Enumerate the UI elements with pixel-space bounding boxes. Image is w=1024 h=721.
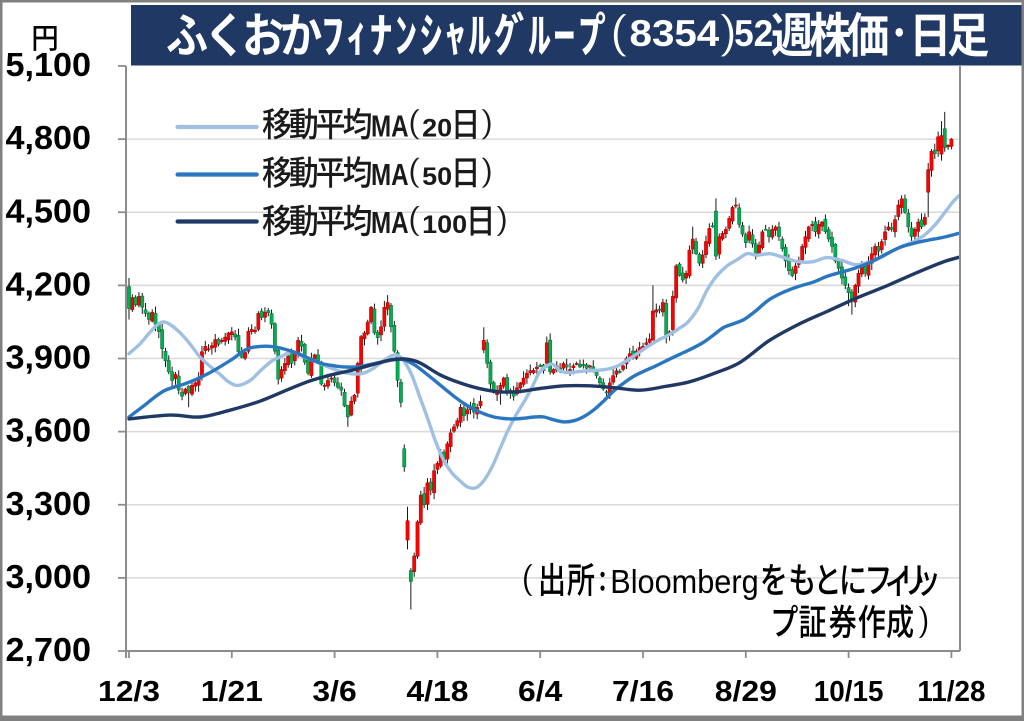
svg-text:5,100: 5,100 — [6, 46, 92, 83]
svg-text:12/3: 12/3 — [98, 676, 160, 708]
svg-text:2,700: 2,700 — [6, 631, 92, 668]
svg-text:20: 20 — [422, 115, 452, 143]
svg-text:3,600: 3,600 — [6, 412, 92, 449]
svg-text:3,300: 3,300 — [6, 485, 92, 522]
svg-text:3/6: 3/6 — [312, 676, 356, 708]
svg-text:4,200: 4,200 — [6, 265, 92, 302]
svg-text:1/21: 1/21 — [201, 676, 263, 708]
svg-text:8354: 8354 — [630, 13, 720, 54]
svg-text:50: 50 — [422, 163, 452, 191]
svg-text:6/4: 6/4 — [518, 676, 562, 708]
svg-text:10/15: 10/15 — [814, 676, 884, 708]
svg-text:4/18: 4/18 — [406, 676, 468, 708]
svg-text:Bloomberg: Bloomberg — [610, 563, 758, 600]
svg-text:3,900: 3,900 — [6, 339, 92, 376]
svg-text:4,800: 4,800 — [6, 119, 92, 156]
svg-text:100: 100 — [422, 211, 467, 239]
svg-text:3,000: 3,000 — [6, 558, 92, 595]
svg-text:52: 52 — [734, 13, 773, 54]
svg-text:8/29: 8/29 — [715, 676, 777, 708]
svg-text:MA: MA — [371, 109, 409, 144]
svg-text:4,500: 4,500 — [6, 192, 92, 229]
svg-text:MA: MA — [371, 205, 409, 240]
svg-text:11/28: 11/28 — [917, 676, 985, 708]
svg-text:MA: MA — [371, 157, 409, 192]
svg-text:7/16: 7/16 — [612, 676, 674, 708]
